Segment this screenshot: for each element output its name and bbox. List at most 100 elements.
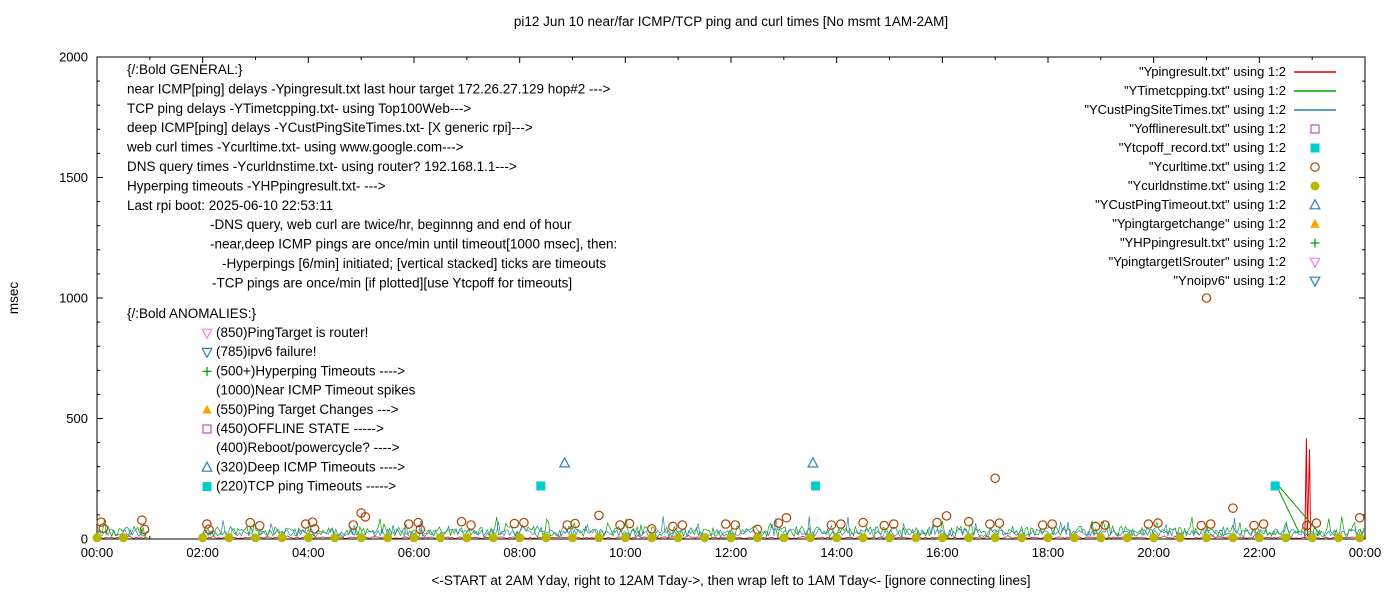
marker-Ycurldnstime.txt (92, 533, 102, 543)
marker-Ycurldnstime.txt (198, 533, 208, 543)
x-tick-label: 12:00 (715, 545, 748, 560)
marker-Ycurltime.txt (985, 519, 995, 529)
annotation-general-line: Hyperping timeouts -YHPpingresult.txt- -… (127, 178, 386, 193)
marker-Ycurltime.txt (348, 520, 359, 530)
marker-Ycurltime.txt (309, 524, 320, 534)
legend-label: "YHPpingresult.txt" using 1:2 (1120, 235, 1286, 250)
marker-Ycurldnstime.txt (1334, 533, 1344, 543)
marker-Ycurltime.txt (677, 520, 688, 530)
x-tick-label: 06:00 (398, 545, 431, 560)
marker-Ycurltime.txt (1196, 520, 1207, 531)
marker-Ycurltime.txt (570, 518, 580, 529)
marker-Ycurldnstime.txt (752, 533, 762, 543)
y-tick-label: 2000 (59, 50, 88, 65)
legend-sample-marker (1309, 198, 1321, 210)
marker-Ycurldnstime.txt (409, 533, 419, 543)
marker-Ycurltime.txt (202, 519, 212, 529)
marker-Ycurltime.txt (413, 517, 424, 528)
annotation-anomaly-line: (850)PingTarget is router! (216, 325, 368, 340)
marker-Ycurltime.txt (624, 518, 635, 529)
marker-Ycurldnstime.txt (330, 533, 340, 543)
marker-Ycurltime.txt (245, 517, 256, 528)
annotation-general-line: -TCP pings are once/min [if plotted][use… (212, 275, 572, 290)
marker-Ycurltime.txt (1205, 519, 1216, 529)
marker-Ycurltime.txt (720, 519, 731, 529)
annotation-general-line: -near,deep ICMP pings are once/min until… (210, 237, 617, 252)
marker-Ycurltime.txt (963, 516, 974, 527)
anomaly-marker (202, 424, 212, 434)
marker-Ycurldnstime.txt (383, 533, 393, 543)
marker-Ytcpoff_record.txt (536, 481, 546, 491)
marker-Ycurltime.txt (1047, 519, 1058, 529)
chart-title: pi12 Jun 10 near/far ICMP/TCP ping and c… (514, 14, 948, 29)
series-spike-Ypingresult.txt (1304, 438, 1312, 539)
annotation-general-line: web curl times -Ycurltime.txt- using www… (126, 140, 464, 155)
marker-YCustPingTimeout.txt (558, 456, 571, 468)
marker-Ycurltime.txt (730, 520, 741, 530)
marker-Ycurltime.txt (879, 520, 890, 531)
legend-label: "YTimetcpping.txt" using 1:2 (1124, 83, 1286, 98)
annotation-general-line: {/:Bold GENERAL:} (127, 62, 243, 77)
x-tick-label: 02:00 (186, 545, 219, 560)
marker-Ycurldnstime.txt (1017, 533, 1027, 543)
marker-Ycurldnstime.txt (673, 533, 683, 543)
marker-Ycurldnstime.txt (620, 533, 630, 543)
marker-Ycurltime.txt (509, 518, 520, 529)
marker-Ycurldnstime.txt (1355, 533, 1365, 543)
legend-label: "Yofflineresult.txt" using 1:2 (1129, 121, 1286, 136)
legend-sample-marker (1310, 162, 1320, 172)
marker-Ycurldnstime.txt (435, 533, 445, 543)
marker-Ycurldnstime.txt (911, 533, 921, 543)
annotation-general-line: TCP ping delays -YTimetcpping.txt- using… (127, 101, 471, 116)
legend-sample-marker (1310, 124, 1320, 134)
annotation-anomaly-line: (785)ipv6 failure! (216, 344, 317, 359)
marker-Ycurldnstime.txt (568, 533, 577, 543)
legend-sample-marker (1310, 143, 1320, 153)
marker-Ycurltime.txt (1228, 503, 1238, 513)
marker-Ycurldnstime.txt (990, 533, 1000, 543)
x-tick-label: 10:00 (609, 545, 642, 560)
legend-label: "Ycurldnstime.txt" using 1:2 (1128, 178, 1286, 193)
annotation-anomaly-line: (450)OFFLINE STATE -----> (216, 421, 384, 436)
marker-Ycurltime.txt (1249, 520, 1259, 531)
marker-Ycurldnstime.txt (594, 533, 604, 543)
legend-sample-marker (1310, 218, 1320, 228)
annotation-general-line: -Hyperpings [6/min] initiated; [vertical… (222, 256, 606, 271)
y-tick-label: 1000 (59, 291, 88, 306)
annotation-anomaly-line: (550)Ping Target Changes ---> (216, 402, 399, 417)
x-tick-label: 16:00 (926, 545, 959, 560)
annotation-general-line: near ICMP[ping] delays -Ypingresult.txt … (127, 81, 611, 96)
marker-Ycurltime.txt (562, 520, 573, 530)
marker-Ycurltime.txt (466, 520, 476, 530)
y-tick-label: 0 (81, 532, 88, 547)
legend: "Ypingresult.txt" using 1:2 "YTimetcpping… (1084, 64, 1336, 288)
anomaly-marker (201, 460, 213, 472)
anomaly-marker (202, 482, 212, 492)
marker-Ycurldnstime.txt (1202, 533, 1211, 543)
marker-Ycurldnstime.txt (858, 533, 868, 543)
marker-Ycurldnstime.txt (647, 533, 657, 543)
marker-Ycurltime.txt (1037, 520, 1048, 530)
marker-Ycurldnstime.txt (700, 533, 710, 543)
marker-Ycurldnstime.txt (1175, 533, 1185, 543)
y-axis-label: msec (6, 282, 21, 315)
annotation-general-line: deep ICMP[ping] delays -YCustPingSiteTim… (127, 120, 533, 135)
marker-Ycurltime.txt (773, 518, 784, 528)
marker-Ycurldnstime.txt (1254, 533, 1264, 543)
series-line-YCustPingSiteTimes.txt (202, 515, 1365, 538)
marker-Ycurldnstime.txt (1069, 533, 1079, 543)
legend-label: "Ypingresult.txt" using 1:2 (1139, 64, 1286, 79)
y-tick-label: 1500 (59, 170, 88, 185)
marker-Ycurltime.txt (403, 519, 414, 529)
marker-Ycurltime.txt (932, 517, 942, 528)
marker-Ycurltime.txt (307, 517, 318, 527)
marker-Ycurltime.txt (456, 516, 467, 527)
legend-label: "Ynoipv6" using 1:2 (1173, 273, 1286, 288)
marker-Ycurldnstime.txt (726, 533, 736, 543)
anomaly-marker (202, 404, 212, 414)
marker-Ycurltime.txt (615, 520, 625, 530)
marker-Ycurldnstime.txt (1096, 533, 1106, 543)
legend-label: "YCustPingSiteTimes.txt" using 1:2 (1084, 102, 1286, 117)
marker-Ycurltime.txt (360, 512, 371, 522)
